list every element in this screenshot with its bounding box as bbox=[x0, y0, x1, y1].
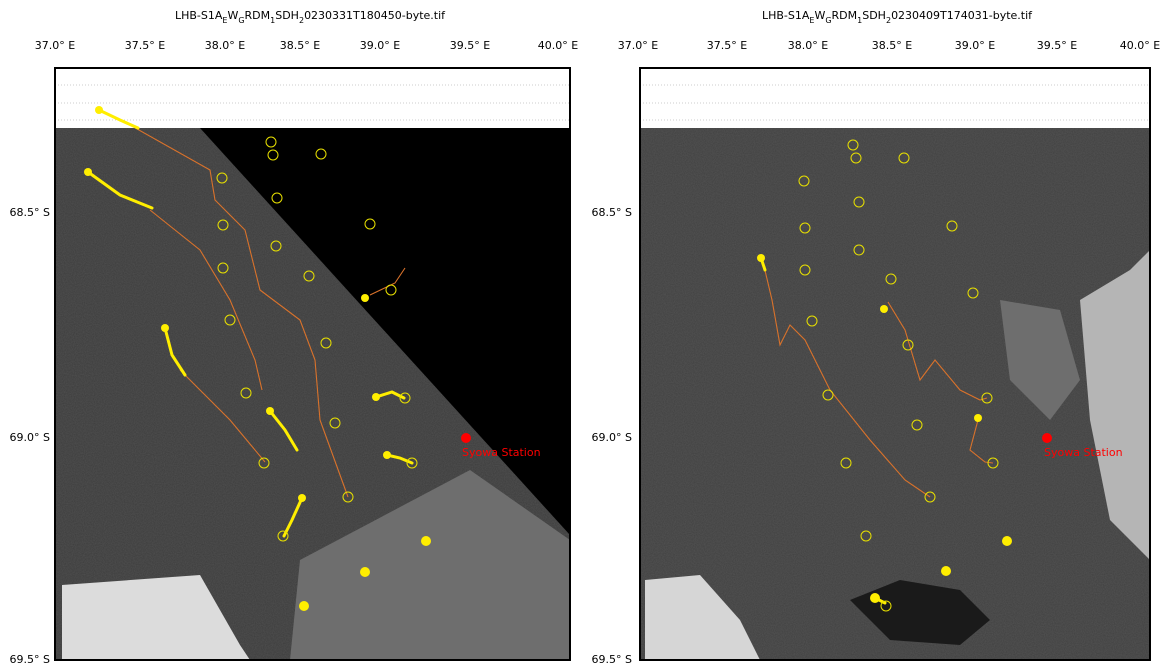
buoy bbox=[360, 567, 370, 577]
buoy bbox=[84, 168, 92, 176]
longitude-label: 40.0° E bbox=[538, 39, 578, 52]
buoy bbox=[361, 294, 369, 302]
station-label: Syowa Station bbox=[1044, 446, 1123, 459]
longitude-label: 38.0° E bbox=[788, 39, 828, 52]
image-texture bbox=[640, 128, 1150, 660]
map-figure: LHB-S1AEWGRDM1SDH20230331T180450-byte.ti… bbox=[0, 0, 1164, 666]
title-part: RDM bbox=[245, 9, 271, 22]
longitude-label: 38.0° E bbox=[205, 39, 245, 52]
title-part: RDM bbox=[832, 9, 858, 22]
title-part: W bbox=[814, 9, 825, 22]
page: {"panels": [ {"title_parts": ["LHB-S1A",… bbox=[0, 0, 1164, 666]
longitude-label: 37.5° E bbox=[707, 39, 747, 52]
buoy bbox=[299, 601, 309, 611]
longitude-label: 37.5° E bbox=[125, 39, 165, 52]
buoy bbox=[880, 305, 888, 313]
no-data-strip bbox=[55, 68, 570, 128]
longitude-label: 40.0° E bbox=[1120, 39, 1160, 52]
image-title: LHB-S1AEWGRDM1SDH20230409T174031-byte.ti… bbox=[762, 9, 1033, 25]
title-part: SDH bbox=[275, 9, 299, 22]
title-part: LHB-S1A bbox=[762, 9, 810, 22]
longitude-label: 38.5° E bbox=[280, 39, 320, 52]
title-part: 0230409T174031-byte.tif bbox=[891, 9, 1033, 22]
station-marker bbox=[461, 433, 471, 443]
longitude-label: 39.0° E bbox=[955, 39, 995, 52]
longitude-label: 39.5° E bbox=[450, 39, 490, 52]
latitude-label: 69.0° S bbox=[10, 431, 50, 444]
panel-left bbox=[55, 68, 570, 660]
buoy bbox=[421, 536, 431, 546]
latitude-label: 68.5° S bbox=[592, 206, 632, 219]
title-part: W bbox=[227, 9, 238, 22]
buoy bbox=[383, 451, 391, 459]
buoy bbox=[1002, 536, 1012, 546]
buoy bbox=[974, 414, 982, 422]
longitude-label: 37.0° E bbox=[618, 39, 658, 52]
latitude-label: 69.0° S bbox=[592, 431, 632, 444]
title-part: SDH bbox=[862, 9, 886, 22]
buoy bbox=[757, 254, 765, 262]
buoy bbox=[941, 566, 951, 576]
title-part: LHB-S1A bbox=[175, 9, 223, 22]
title-part: 0230331T180450-byte.tif bbox=[304, 9, 446, 22]
station-label: Syowa Station bbox=[462, 446, 541, 459]
panel-right bbox=[640, 68, 1150, 660]
buoy bbox=[372, 393, 380, 401]
buoy bbox=[161, 324, 169, 332]
no-data-strip bbox=[640, 68, 1150, 128]
buoy bbox=[95, 106, 103, 114]
longitude-label: 39.0° E bbox=[360, 39, 400, 52]
latitude-label: 69.5° S bbox=[592, 653, 632, 666]
latitude-label: 68.5° S bbox=[10, 206, 50, 219]
longitude-label: 39.5° E bbox=[1037, 39, 1077, 52]
image-title: LHB-S1AEWGRDM1SDH20230331T180450-byte.ti… bbox=[175, 9, 446, 25]
station-marker bbox=[1042, 433, 1052, 443]
latitude-label: 69.5° S bbox=[10, 653, 50, 666]
buoy bbox=[266, 407, 274, 415]
buoy bbox=[298, 494, 306, 502]
longitude-label: 38.5° E bbox=[872, 39, 912, 52]
longitude-label: 37.0° E bbox=[35, 39, 75, 52]
buoy bbox=[870, 593, 880, 603]
